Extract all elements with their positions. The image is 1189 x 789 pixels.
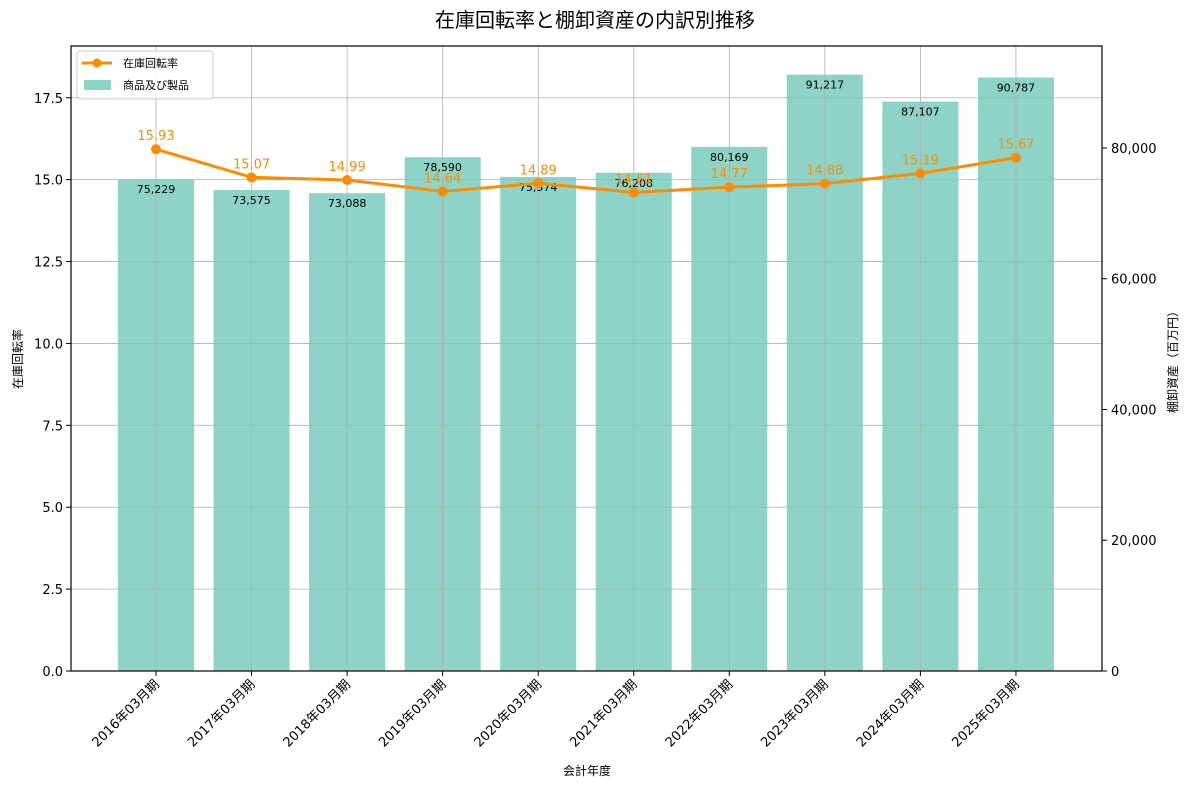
rate-value-label: 14.61 [615,172,652,187]
y-right-tick-label: 0 [1111,665,1119,680]
y-right-tick-label: 80,000 [1111,142,1157,157]
rate-value-label: 15.07 [233,157,270,172]
x-tick-label: 2019年03月期 [376,677,449,750]
y-left-tick-label: 15.0 [34,174,63,189]
rate-line [155,147,1017,194]
plot-frame [70,45,1103,672]
rate-marker [151,144,161,155]
y-axis-left-label: 在庫回転率 [10,329,25,389]
rate-value-label: 15.93 [137,129,174,144]
rate-marker [437,186,448,197]
bar-value-labels: 75,22973,57573,08878,59075,57476,20880,1… [137,79,1035,211]
rate-value-label: 14.64 [424,171,461,186]
x-tick-label: 2018年03月期 [281,677,354,750]
rate-value-label: 14.88 [806,164,843,179]
y-right-tick-label: 40,000 [1111,403,1157,418]
bar-value-label: 80,169 [710,151,749,164]
rate-value-label: 14.99 [328,160,365,175]
y-axis-right-label: 棚卸資産（百万円） [1165,305,1180,413]
x-tick-label: 2017年03月期 [185,677,258,750]
legend-label-bar: 商品及び製品 [123,78,189,92]
x-tick-label: 2021年03月期 [567,677,640,750]
rate-value-label: 15.67 [997,138,1034,153]
rate-value-label: 14.77 [711,167,748,182]
y-left-tick-label: 2.5 [42,583,63,598]
y-left-tick-label: 12.5 [34,256,63,271]
rate-value-label: 14.89 [520,163,557,178]
y-right-tick-label: 60,000 [1111,273,1157,288]
chart-title: 在庫回転率と棚卸資産の内訳別推移 [435,8,755,32]
rate-value-label: 15.19 [902,153,939,168]
y-right-tick-label: 20,000 [1111,534,1157,549]
x-tick-label: 2016年03月期 [90,677,163,750]
bar-value-label: 91,217 [806,79,845,92]
rate-marker [1010,152,1021,163]
y-left-tick-label: 5.0 [42,501,63,516]
legend: 在庫回転率 商品及び製品 [76,50,214,100]
legend-marker-icon [92,58,102,68]
x-tick-label: 2024年03月期 [854,677,927,750]
line-series: 15.93 15.07 14.99 14.64 14.89 14.61 14.77 14.88… [137,129,1035,198]
x-tick-label: 2020年03月期 [472,677,545,750]
bar-value-label: 90,787 [997,81,1036,94]
x-tick-label: 2023年03月期 [758,677,831,750]
bar-value-label: 73,088 [328,197,367,210]
y-left-tick-label: 17.5 [34,92,63,107]
rate-marker [342,174,353,185]
bar-value-label: 78,590 [423,161,462,174]
y-left-tick-label: 7.5 [42,419,63,434]
y-left-tick-label: 10.0 [34,337,63,352]
rate-marker [533,178,544,189]
rate-marker [915,168,926,179]
x-tick-label: 2025年03月期 [949,677,1022,750]
rate-marker [246,172,257,183]
bar-value-label: 75,229 [137,183,176,196]
bar-value-label: 73,575 [232,194,271,207]
bar-value-label: 87,107 [901,106,940,119]
y-left-tick-label: 0.0 [42,665,63,680]
rate-marker [819,178,830,189]
legend-label-rate: 在庫回転率 [123,56,178,70]
x-axis-label: 会計年度 [563,763,611,778]
x-tick-label: 2022年03月期 [663,677,736,750]
legend-bar-swatch [84,80,111,90]
bar-value-label: 76,208 [615,177,654,190]
rate-marker [628,187,639,198]
rate-marker [724,182,735,193]
